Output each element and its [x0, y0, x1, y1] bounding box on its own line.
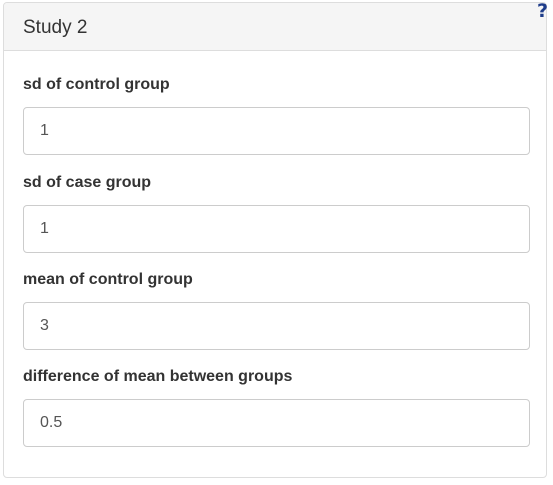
help-icon[interactable]: ? — [537, 0, 549, 22]
sd-control-label: sd of control group — [23, 76, 170, 93]
form-group-mean-difference: difference of mean between groups — [23, 367, 530, 447]
sd-control-input[interactable] — [23, 107, 530, 155]
mean-control-input[interactable] — [23, 302, 530, 350]
form-group-mean-control: mean of control group — [23, 270, 530, 350]
sd-case-label: sd of case group — [23, 174, 152, 191]
panel-heading: Study 2 — [4, 3, 546, 51]
mean-difference-input[interactable] — [23, 399, 530, 447]
panel-title: Study 2 — [23, 16, 88, 38]
sd-case-input[interactable] — [23, 205, 530, 253]
study-panel: Study 2 sd of control group sd of case g… — [3, 2, 547, 478]
form-group-sd-control: sd of control group — [23, 75, 530, 155]
mean-control-label: mean of control group — [23, 271, 193, 288]
form-group-sd-case: sd of case group — [23, 173, 530, 253]
mean-difference-label: difference of mean between groups — [23, 368, 293, 385]
